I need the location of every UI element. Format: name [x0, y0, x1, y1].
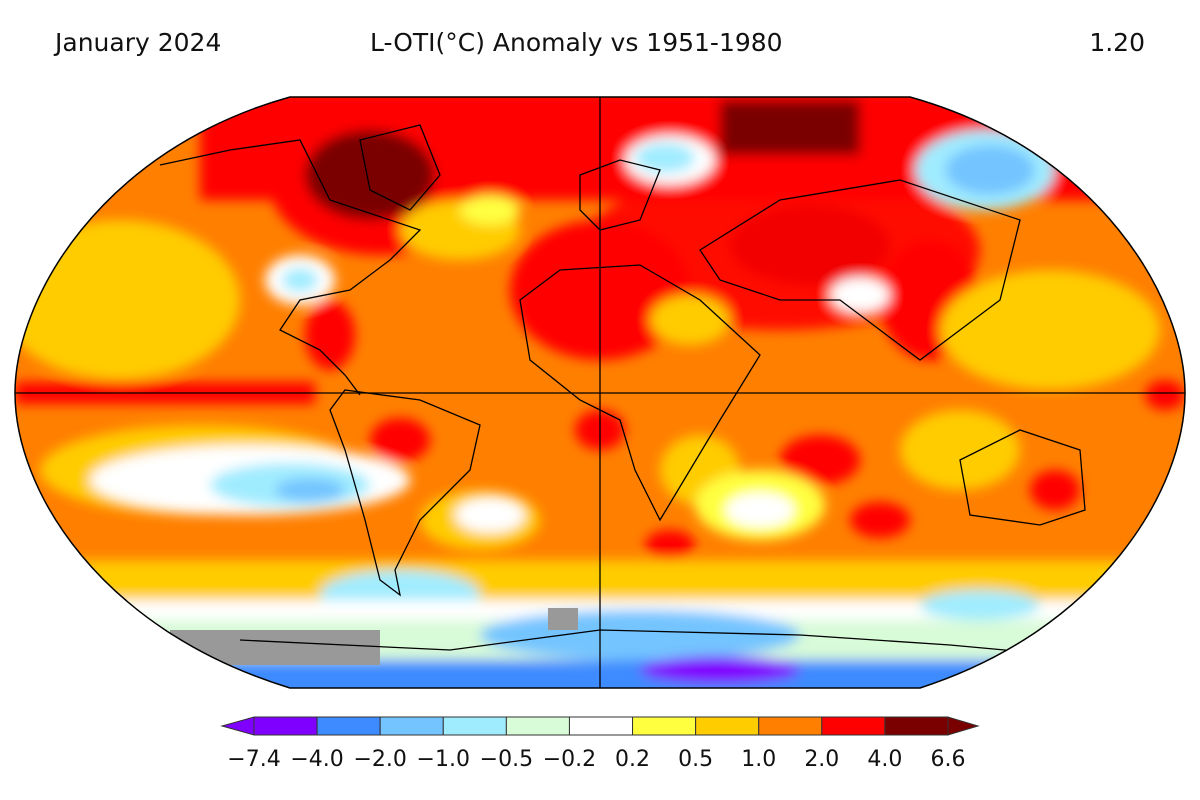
coastlines	[159, 124, 1086, 656]
colorbar-segment	[821, 716, 886, 736]
colorbar-tick-label: −1.0	[417, 747, 470, 772]
missing-data-region	[548, 608, 578, 630]
colorbar-segment	[442, 716, 507, 736]
colorbar-tick-label: 1.0	[741, 747, 776, 772]
colorbar-tick-label: 0.2	[615, 747, 650, 772]
map-border	[14, 96, 1186, 689]
colorbar-extend-high	[947, 716, 980, 736]
colorbar-tick-label: −2.0	[353, 747, 406, 772]
map-date: January 2024	[55, 28, 222, 57]
colorbar-extend-low	[220, 716, 255, 736]
colorbar-segment	[568, 716, 634, 736]
colorbar-tick-label: −4.0	[290, 747, 343, 772]
anomaly-map	[14, 96, 1186, 689]
colorbar-segment	[316, 716, 381, 736]
colorbar-tick-label: 6.6	[931, 747, 966, 772]
colorbar-segment	[505, 716, 570, 736]
colorbar-tick-label: 4.0	[867, 747, 902, 772]
colorbar-tick-label: −7.4	[227, 747, 280, 772]
colorbar-tick-label: 2.0	[804, 747, 839, 772]
colorbar-tick-label: 0.5	[678, 747, 713, 772]
colorbar-tick-label: −0.2	[543, 747, 596, 772]
global-mean-anomaly: 1.20	[1089, 28, 1145, 57]
colorbar-segment	[253, 716, 318, 736]
colorbar-segment	[379, 716, 444, 736]
colorbar-segment	[632, 716, 697, 736]
map-title: L-OTI(°C) Anomaly vs 1951-1980	[370, 28, 783, 57]
colorbar-segment	[758, 716, 823, 736]
colorbar-tick-label: −0.5	[480, 747, 533, 772]
colorbar-segment	[695, 716, 760, 736]
colorbar-segment	[884, 716, 949, 736]
